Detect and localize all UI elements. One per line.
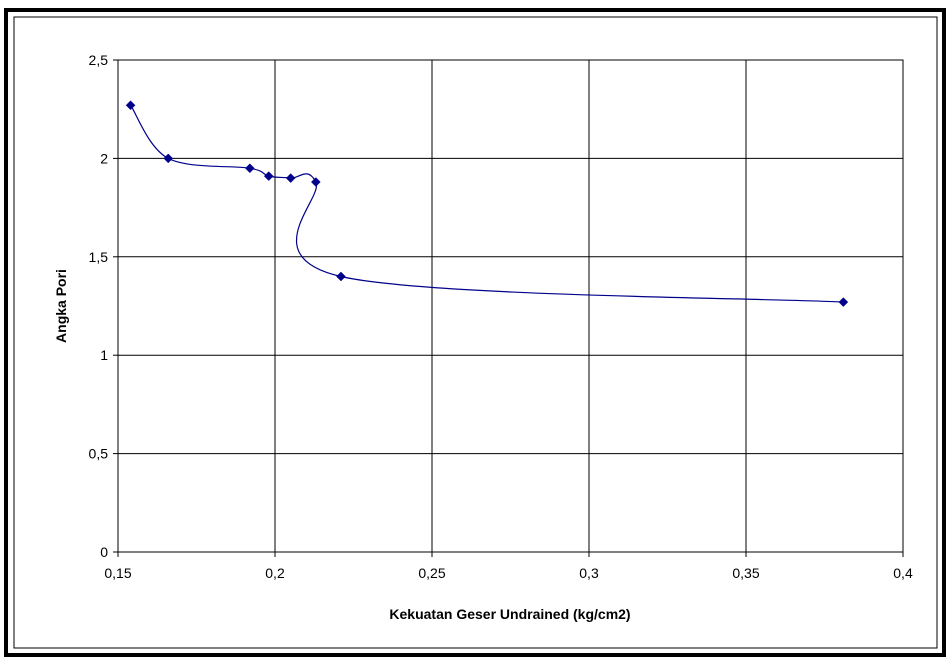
y-tick-label: 0 (100, 544, 108, 560)
data-point-marker (125, 100, 136, 111)
inner-frame (13, 16, 938, 649)
x-tick-label: 0,25 (418, 565, 445, 581)
data-point-marker (310, 177, 321, 187)
y-tick-label: 2 (100, 150, 108, 166)
data-point-marker (163, 153, 174, 164)
y-tick-label: 1,5 (89, 249, 109, 265)
y-tick-label: 1 (100, 347, 108, 363)
data-point-marker (285, 173, 296, 183)
y-tick-label: 2,5 (89, 52, 109, 68)
data-point-marker (245, 163, 255, 174)
y-tick-labels: 0 0,5 1 1,5 2 2,5 (89, 52, 109, 560)
plot-area (117, 59, 904, 553)
x-tick-labels: 0,15 0,2 0,25 0,3 0,35 0,4 (104, 565, 913, 581)
data-point-marker (838, 297, 849, 307)
y-tick-label: 0,5 (89, 446, 109, 462)
x-tick-label: 0,3 (579, 565, 599, 581)
data-point-marker (336, 271, 346, 282)
data-point-marker (263, 171, 274, 181)
x-axis-title: Kekuatan Geser Undrained (kg/cm2) (389, 606, 630, 622)
series-line (130, 104, 844, 303)
x-tick-label: 0,15 (104, 565, 131, 581)
outer-frame (4, 8, 946, 657)
y-axis-title: Angka Pori (53, 269, 69, 343)
x-tick-label: 0,35 (732, 565, 759, 581)
x-tick-label: 0,2 (265, 565, 285, 581)
data-markers (125, 100, 849, 307)
x-tick-label: 0,4 (893, 565, 913, 581)
